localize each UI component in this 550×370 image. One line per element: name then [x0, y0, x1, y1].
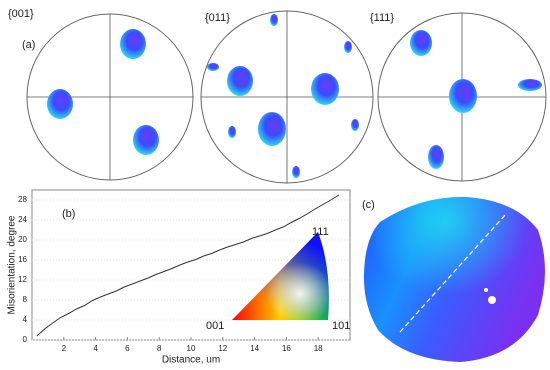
ipf-label: 001 — [206, 320, 224, 332]
x-tick-label: 10 — [187, 344, 196, 353]
panel-label: (c) — [362, 199, 375, 211]
y-tick-label: 0 — [23, 335, 28, 344]
pole-figure-title: {111} — [370, 12, 394, 24]
y-tick-label: 4 — [23, 315, 28, 324]
x-tick-label: 16 — [282, 344, 291, 353]
x-tick-label: 6 — [125, 344, 130, 353]
pole-figure — [377, 12, 547, 182]
pole-figure-title: {011} — [205, 12, 230, 24]
orientation-map: (c) — [362, 196, 545, 362]
ipf-label: 111 — [312, 226, 329, 238]
line-chart: Misorientation, degree Distance, um (b) … — [7, 189, 351, 366]
y-tick-label: 24 — [18, 215, 27, 224]
x-tick-label: 8 — [157, 344, 162, 353]
y-tick-label: 28 — [18, 195, 27, 204]
panel-label: (a) — [22, 39, 35, 51]
y-tick-label: 8 — [23, 295, 28, 304]
x-tick-label: 14 — [250, 344, 259, 353]
ipf-label: 101 — [332, 320, 350, 332]
pole-figure — [200, 10, 374, 184]
x-axis-label: Distance, um — [162, 355, 220, 366]
pole-figure-title: {001} — [8, 8, 34, 20]
x-tick-label: 18 — [314, 344, 323, 353]
y-tick-label: 20 — [18, 235, 27, 244]
x-tick-label: 4 — [93, 344, 98, 353]
pole-figure — [26, 13, 194, 181]
y-tick-label: 12 — [18, 275, 27, 284]
x-tick-label: 12 — [218, 344, 227, 353]
data-line — [36, 194, 340, 337]
panel-label: (b) — [62, 208, 75, 220]
ipf-triangle: 001 101 111 — [206, 226, 350, 332]
y-axis-label: Misorientation, degree — [7, 215, 18, 314]
y-tick-label: 16 — [18, 255, 27, 264]
x-tick-label: 2 — [62, 344, 67, 353]
